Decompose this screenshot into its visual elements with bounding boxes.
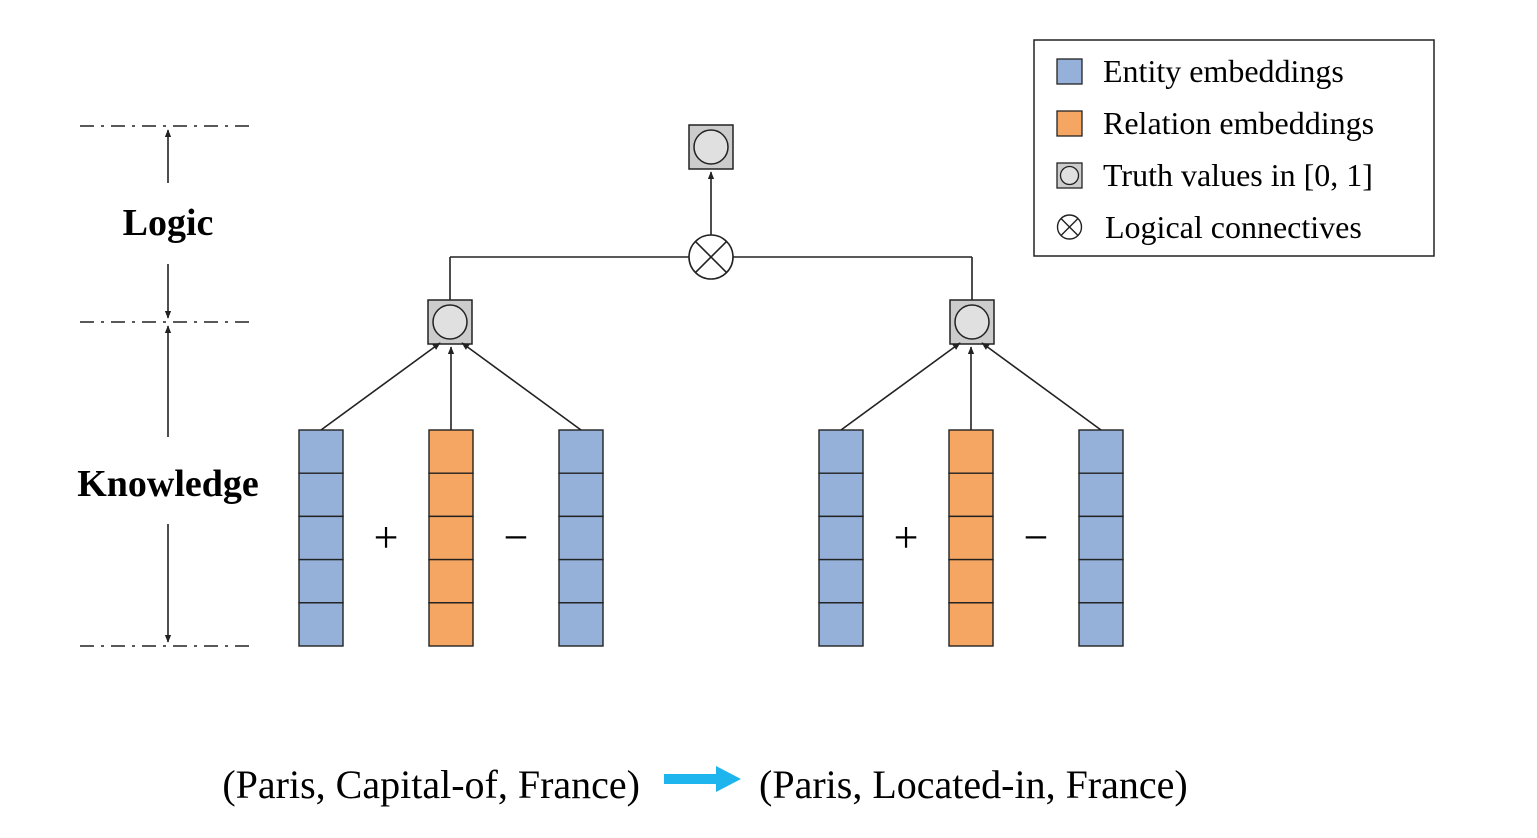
caption: (Paris, Capital-of, France) (Paris, Loca…: [222, 762, 1187, 807]
head-entity-embedding-right: [818, 429, 864, 647]
truth-value-circle-top: [693, 129, 729, 165]
embedding-cell: [558, 558, 604, 604]
embedding-cell: [428, 558, 474, 604]
otimes-icon: [688, 234, 734, 280]
relation-embedding-left: [428, 429, 474, 647]
tail-entity-embedding-left: [558, 429, 604, 647]
entity-square-icon: [1056, 58, 1083, 85]
embedding-cell: [818, 429, 864, 474]
embedding-arrows: [320, 342, 1102, 431]
embedding-cell: [1078, 558, 1124, 604]
truth-value-icon: [1056, 162, 1083, 189]
embedding-cell: [818, 602, 864, 647]
arrow-head-entity-left: [320, 342, 441, 431]
embedding-cell: [1078, 472, 1124, 518]
embedding-cell: [558, 515, 604, 561]
legend-label-entity: Entity embeddings: [1103, 53, 1344, 89]
embedding-cell: [298, 558, 344, 604]
caption-premise: (Paris, Capital-of, France): [222, 762, 640, 807]
otimes-icon: [1056, 214, 1083, 240]
embedding-cell: [948, 602, 994, 647]
embedding-cell: [298, 429, 344, 474]
caption-conclusion: (Paris, Located-in, France): [759, 762, 1188, 807]
plus-operator-right: +: [894, 513, 919, 562]
arrow-head-entity-right: [840, 342, 961, 431]
logic-layer: [427, 124, 995, 345]
head-entity-embedding-left: [298, 429, 344, 647]
embedding-cell: [428, 429, 474, 474]
truth-value-circle-left: [432, 304, 468, 340]
embedding-cell: [948, 558, 994, 604]
relation-embedding-right: [948, 429, 994, 647]
embedding-cell: [558, 602, 604, 647]
embedding-cell: [298, 515, 344, 561]
embedding-cell: [428, 472, 474, 518]
legend-frame: [1033, 39, 1435, 257]
embedding-cell: [1078, 602, 1124, 647]
right-arrow-icon: [664, 766, 741, 792]
level-indicator: Logic Knowledge: [77, 125, 259, 647]
embedding-cell: [948, 472, 994, 518]
legend: Entity embeddings Relation embeddings Tr…: [1033, 39, 1435, 257]
logic-label: Logic: [123, 202, 214, 244]
legend-label-truth: Truth values in [0, 1]: [1103, 157, 1373, 193]
embedding-columns: [298, 429, 1124, 647]
embedding-cell: [818, 558, 864, 604]
embedding-cell: [818, 515, 864, 561]
operators: + − + −: [374, 513, 1049, 562]
embedding-cell: [948, 429, 994, 474]
tail-entity-embedding-right: [1078, 429, 1124, 647]
plus-operator-left: +: [374, 513, 399, 562]
relation-square-icon: [1056, 110, 1083, 137]
embedding-cell: [1078, 429, 1124, 474]
embedding-cell: [1078, 515, 1124, 561]
embedding-cell: [948, 515, 994, 561]
embedding-cell: [558, 472, 604, 518]
knowledge-label: Knowledge: [77, 463, 259, 505]
truth-value-circle-right: [954, 304, 990, 340]
embedding-cell: [428, 515, 474, 561]
minus-operator-left: −: [504, 513, 529, 562]
minus-operator-right: −: [1024, 513, 1049, 562]
embedding-cell: [818, 472, 864, 518]
embedding-cell: [428, 602, 474, 647]
embedding-cell: [298, 602, 344, 647]
embedding-cell: [298, 472, 344, 518]
arrow-tail-entity-left: [461, 342, 582, 431]
legend-label-connective: Logical connectives: [1105, 209, 1362, 245]
embedding-cell: [558, 429, 604, 474]
legend-label-relation: Relation embeddings: [1103, 105, 1374, 141]
arrow-tail-entity-right: [981, 342, 1102, 431]
